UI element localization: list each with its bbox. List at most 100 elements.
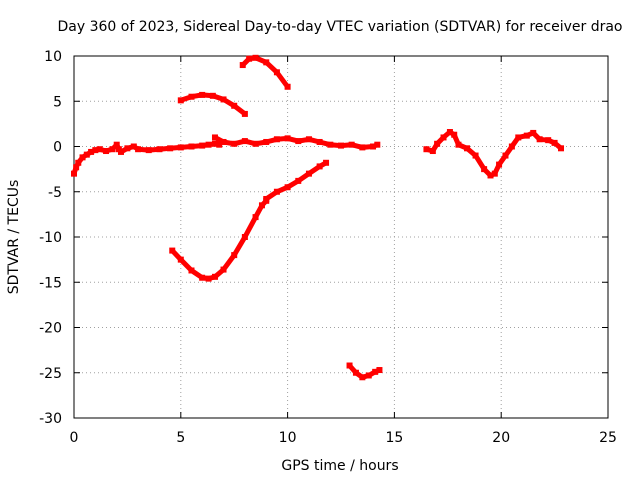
data-point: [284, 135, 291, 142]
data-point: [188, 267, 195, 274]
y-tick-label: -20: [39, 321, 62, 337]
grid-lines: [74, 56, 608, 418]
data-point: [359, 144, 366, 151]
data-point: [211, 273, 218, 280]
data-point: [348, 141, 355, 148]
data-point: [220, 138, 227, 145]
data-point: [273, 69, 280, 76]
data-point: [487, 172, 494, 179]
data-point: [124, 145, 131, 152]
y-tick-label: 10: [44, 49, 62, 65]
data-point: [440, 134, 447, 141]
data-point: [515, 134, 522, 141]
y-tick-label: -10: [39, 230, 62, 246]
data-point: [536, 136, 543, 143]
data-point: [220, 266, 227, 273]
data-point: [545, 137, 552, 144]
data-point: [558, 145, 565, 152]
data-point: [167, 145, 174, 152]
data-point: [209, 92, 216, 99]
y-tick-label: 0: [53, 140, 62, 156]
data-point: [205, 275, 212, 282]
data-point: [177, 144, 184, 151]
x-tick-label: 25: [599, 430, 617, 446]
data-point: [135, 146, 142, 153]
data-point: [252, 214, 259, 221]
data-point: [252, 140, 259, 147]
data-point: [429, 148, 436, 155]
data-point: [496, 161, 503, 168]
data-point: [177, 256, 184, 263]
data-point: [446, 129, 453, 136]
data-point: [130, 143, 137, 150]
data-point: [117, 148, 124, 155]
data-point: [258, 202, 265, 209]
data-point: [113, 141, 120, 148]
data-point: [241, 234, 248, 240]
data-point: [177, 97, 184, 104]
data-point: [365, 372, 372, 379]
data-point: [327, 141, 334, 148]
data-point: [231, 252, 238, 259]
x-axis-title: GPS time / hours: [281, 458, 398, 474]
data-point: [273, 188, 280, 195]
data-point: [92, 147, 99, 154]
data-point: [434, 140, 441, 147]
data-point: [263, 138, 270, 145]
data-point: [252, 54, 259, 61]
data-point: [284, 83, 291, 90]
data-point: [464, 145, 471, 152]
data-point: [508, 143, 515, 150]
x-tick-label: 10: [279, 430, 297, 446]
y-axis-title: SDTVAR / TECUs: [6, 180, 22, 295]
data-point: [199, 274, 206, 281]
data-point: [231, 102, 238, 109]
y-tick-label: -25: [39, 366, 62, 382]
data-point: [145, 147, 152, 154]
data-point: [96, 146, 103, 153]
data-point: [451, 131, 458, 138]
data-point: [188, 143, 195, 150]
data-point: [263, 195, 270, 202]
data-point: [491, 170, 498, 177]
y-tick-label: -15: [39, 275, 62, 291]
data-point: [241, 110, 248, 117]
data-point: [216, 141, 223, 148]
data-point: [472, 152, 479, 159]
x-tick-label: 5: [176, 430, 185, 446]
data-point: [305, 170, 312, 177]
data-point: [239, 62, 246, 69]
x-tick-label: 0: [70, 430, 79, 446]
data-point: [284, 184, 291, 191]
data-point: [323, 159, 330, 166]
data-point: [316, 138, 323, 145]
data-point: [352, 369, 359, 376]
data-point: [241, 138, 248, 145]
data-point: [372, 368, 379, 375]
data-point: [79, 154, 86, 161]
y-tick-label: -30: [39, 411, 62, 427]
data-point: [523, 132, 530, 139]
data-point: [305, 136, 312, 143]
data-point: [169, 247, 176, 254]
data-point: [346, 362, 353, 369]
data-point: [88, 148, 95, 155]
y-tick-label: 5: [53, 94, 62, 110]
y-tick-label: -5: [48, 185, 62, 201]
data-point: [231, 140, 238, 147]
data-point: [295, 177, 302, 184]
data-point: [273, 136, 280, 143]
data-point: [551, 139, 558, 146]
data-point: [156, 146, 163, 153]
data-point: [423, 146, 430, 153]
data-point: [71, 170, 77, 177]
data-point: [316, 163, 323, 170]
data-point: [103, 148, 110, 155]
data-point: [455, 141, 462, 148]
data-point: [199, 91, 206, 98]
axis-ticks: 0 5 10 15 20 25 -30 -25 -20 -15 -10 -5 0 5 10: [39, 49, 617, 446]
series-arc-c: [169, 198, 269, 282]
data-point: [370, 143, 377, 150]
data-point: [220, 96, 227, 103]
